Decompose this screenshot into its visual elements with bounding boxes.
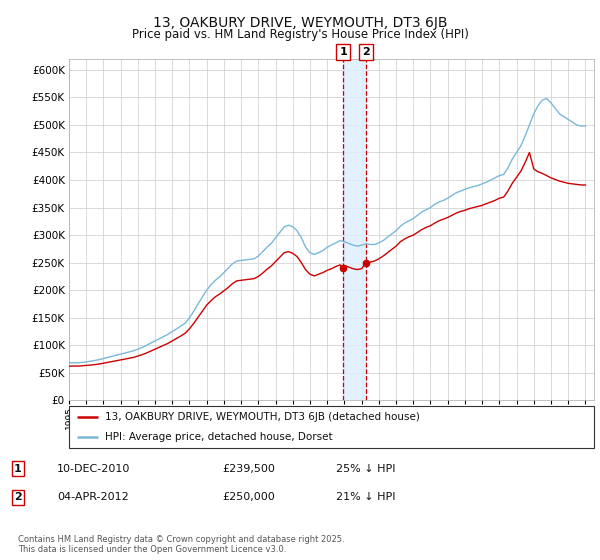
Bar	[343, 59, 366, 400]
Text: Price paid vs. HM Land Registry's House Price Index (HPI): Price paid vs. HM Land Registry's House …	[131, 28, 469, 41]
Text: 1: 1	[14, 464, 22, 474]
Text: 25% ↓ HPI: 25% ↓ HPI	[336, 464, 395, 474]
Text: 10-DEC-2010: 10-DEC-2010	[57, 464, 130, 474]
Text: 2: 2	[14, 492, 22, 502]
Text: 21% ↓ HPI: 21% ↓ HPI	[336, 492, 395, 502]
Text: 04-APR-2012: 04-APR-2012	[57, 492, 129, 502]
Text: 1: 1	[340, 47, 347, 57]
Text: HPI: Average price, detached house, Dorset: HPI: Average price, detached house, Dors…	[105, 432, 332, 442]
Text: 13, OAKBURY DRIVE, WEYMOUTH, DT3 6JB (detached house): 13, OAKBURY DRIVE, WEYMOUTH, DT3 6JB (de…	[105, 412, 419, 422]
Text: Contains HM Land Registry data © Crown copyright and database right 2025.
This d: Contains HM Land Registry data © Crown c…	[18, 535, 344, 554]
Text: £239,500: £239,500	[222, 464, 275, 474]
Text: £250,000: £250,000	[222, 492, 275, 502]
Text: 13, OAKBURY DRIVE, WEYMOUTH, DT3 6JB: 13, OAKBURY DRIVE, WEYMOUTH, DT3 6JB	[153, 16, 447, 30]
Text: 2: 2	[362, 47, 370, 57]
